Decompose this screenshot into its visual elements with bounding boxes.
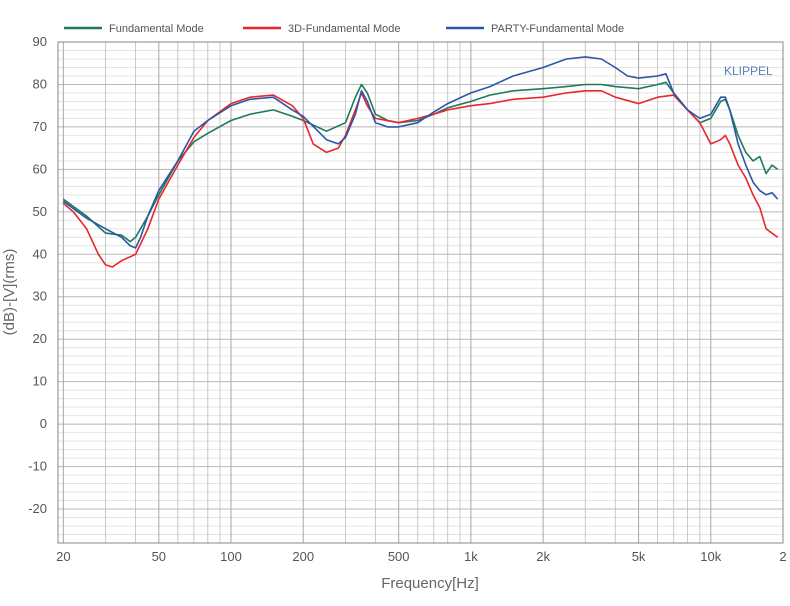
y-tick-label: 70 — [33, 119, 47, 134]
y-tick-label: 90 — [33, 34, 47, 49]
plot-frame — [57, 41, 784, 544]
y-tick-label: 40 — [33, 246, 47, 261]
x-tick-label: 1k — [464, 549, 478, 564]
y-tick-label: 50 — [33, 204, 47, 219]
legend-label-1: Fundamental Mode — [109, 23, 204, 35]
y-tick-label: -10 — [28, 459, 47, 474]
y-tick-label: 80 — [33, 76, 47, 91]
series-line-2 — [62, 90, 779, 268]
y-tick-label: 0 — [40, 416, 47, 431]
x-axis-label: Frequency[Hz] — [381, 575, 479, 592]
x-tick-label: 5k — [632, 549, 646, 564]
y-tick-label: 60 — [33, 161, 47, 176]
minor-grid — [58, 42, 783, 544]
legend-label-3: PARTY-Fundamental Mode — [491, 23, 624, 35]
legend-label-2: 3D-Fundamental Mode — [288, 23, 401, 35]
y-tick-label: 30 — [33, 289, 47, 304]
x-tick-label: 20 — [56, 549, 70, 564]
series-layer — [62, 56, 779, 268]
x-tick-label: 500 — [388, 549, 410, 564]
y-tick-label: -20 — [28, 501, 47, 516]
series-line-1 — [62, 81, 779, 243]
x-tick-label: 10k — [700, 549, 721, 564]
y-axis: 90 80 70 60 50 40 30 20 10 0 -10 -20 — [28, 34, 47, 516]
x-tick-label: 200 — [292, 549, 314, 564]
x-axis: 20 50 100 200 500 1k 2k 5k 10k 2 — [56, 549, 787, 564]
series-line-3 — [62, 56, 779, 249]
x-tick-label: 100 — [220, 549, 242, 564]
watermark-text: KLIPPEL — [724, 64, 773, 78]
y-tick-label: 10 — [33, 374, 47, 389]
y-axis-label: (dB)-[V](rms) — [1, 249, 18, 336]
x-tick-label: 2 — [779, 549, 786, 564]
legend: Fundamental Mode 3D-Fundamental Mode PARTY… — [64, 23, 624, 35]
y-tick-label: 20 — [33, 331, 47, 346]
x-tick-label: 50 — [152, 549, 166, 564]
x-tick-label: 2k — [536, 549, 550, 564]
